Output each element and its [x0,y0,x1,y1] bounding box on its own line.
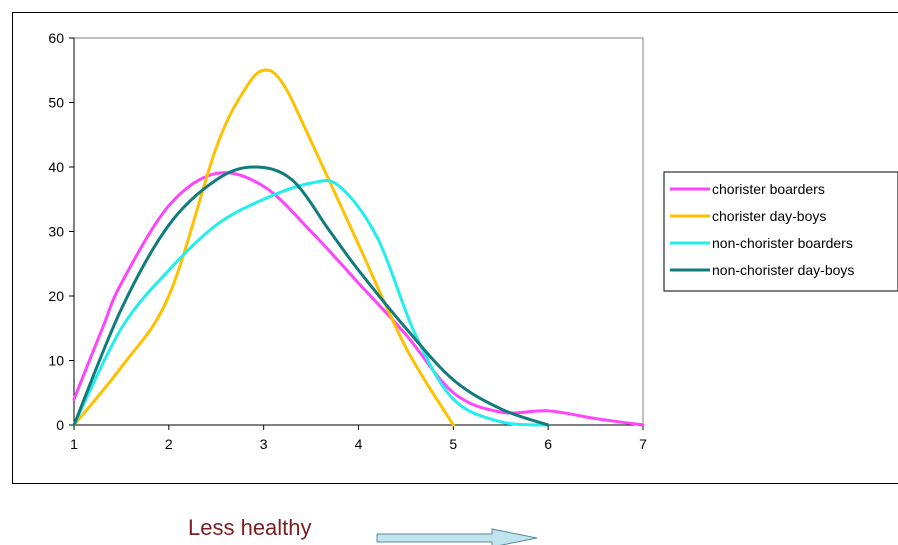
x-tick-label: 7 [639,436,647,452]
chart-frame [12,12,898,484]
y-tick-label: 50 [48,95,64,111]
y-tick-label: 10 [48,353,64,369]
legend-label-4: non-chorister day-boys [712,262,854,278]
arrow-shape [376,528,538,545]
annotation-label: Less healthy [188,515,312,540]
x-tick-label: 4 [355,436,363,452]
series-line-4 [72,165,550,427]
y-tick-label: 20 [48,288,64,304]
legend-label-2: chorister day-boys [712,208,826,224]
legend-label-3: non-chorister boarders [712,235,853,251]
x-tick-label: 5 [449,436,457,452]
x-tick-label: 2 [165,436,173,452]
y-tick-label: 0 [56,417,64,433]
y-tick-label: 40 [48,159,64,175]
x-tick-label: 3 [260,436,268,452]
legend-label-1: chorister boarders [712,181,825,197]
series-line-2 [72,68,455,427]
x-tick-label: 6 [544,436,552,452]
series-line-1 [72,171,645,427]
y-tick-label: 60 [48,30,64,46]
x-tick-label: 1 [70,436,78,452]
arrow-icon [376,528,538,545]
plot-area [73,37,644,426]
y-tick-label: 30 [48,224,64,240]
series-line-3 [72,179,550,427]
